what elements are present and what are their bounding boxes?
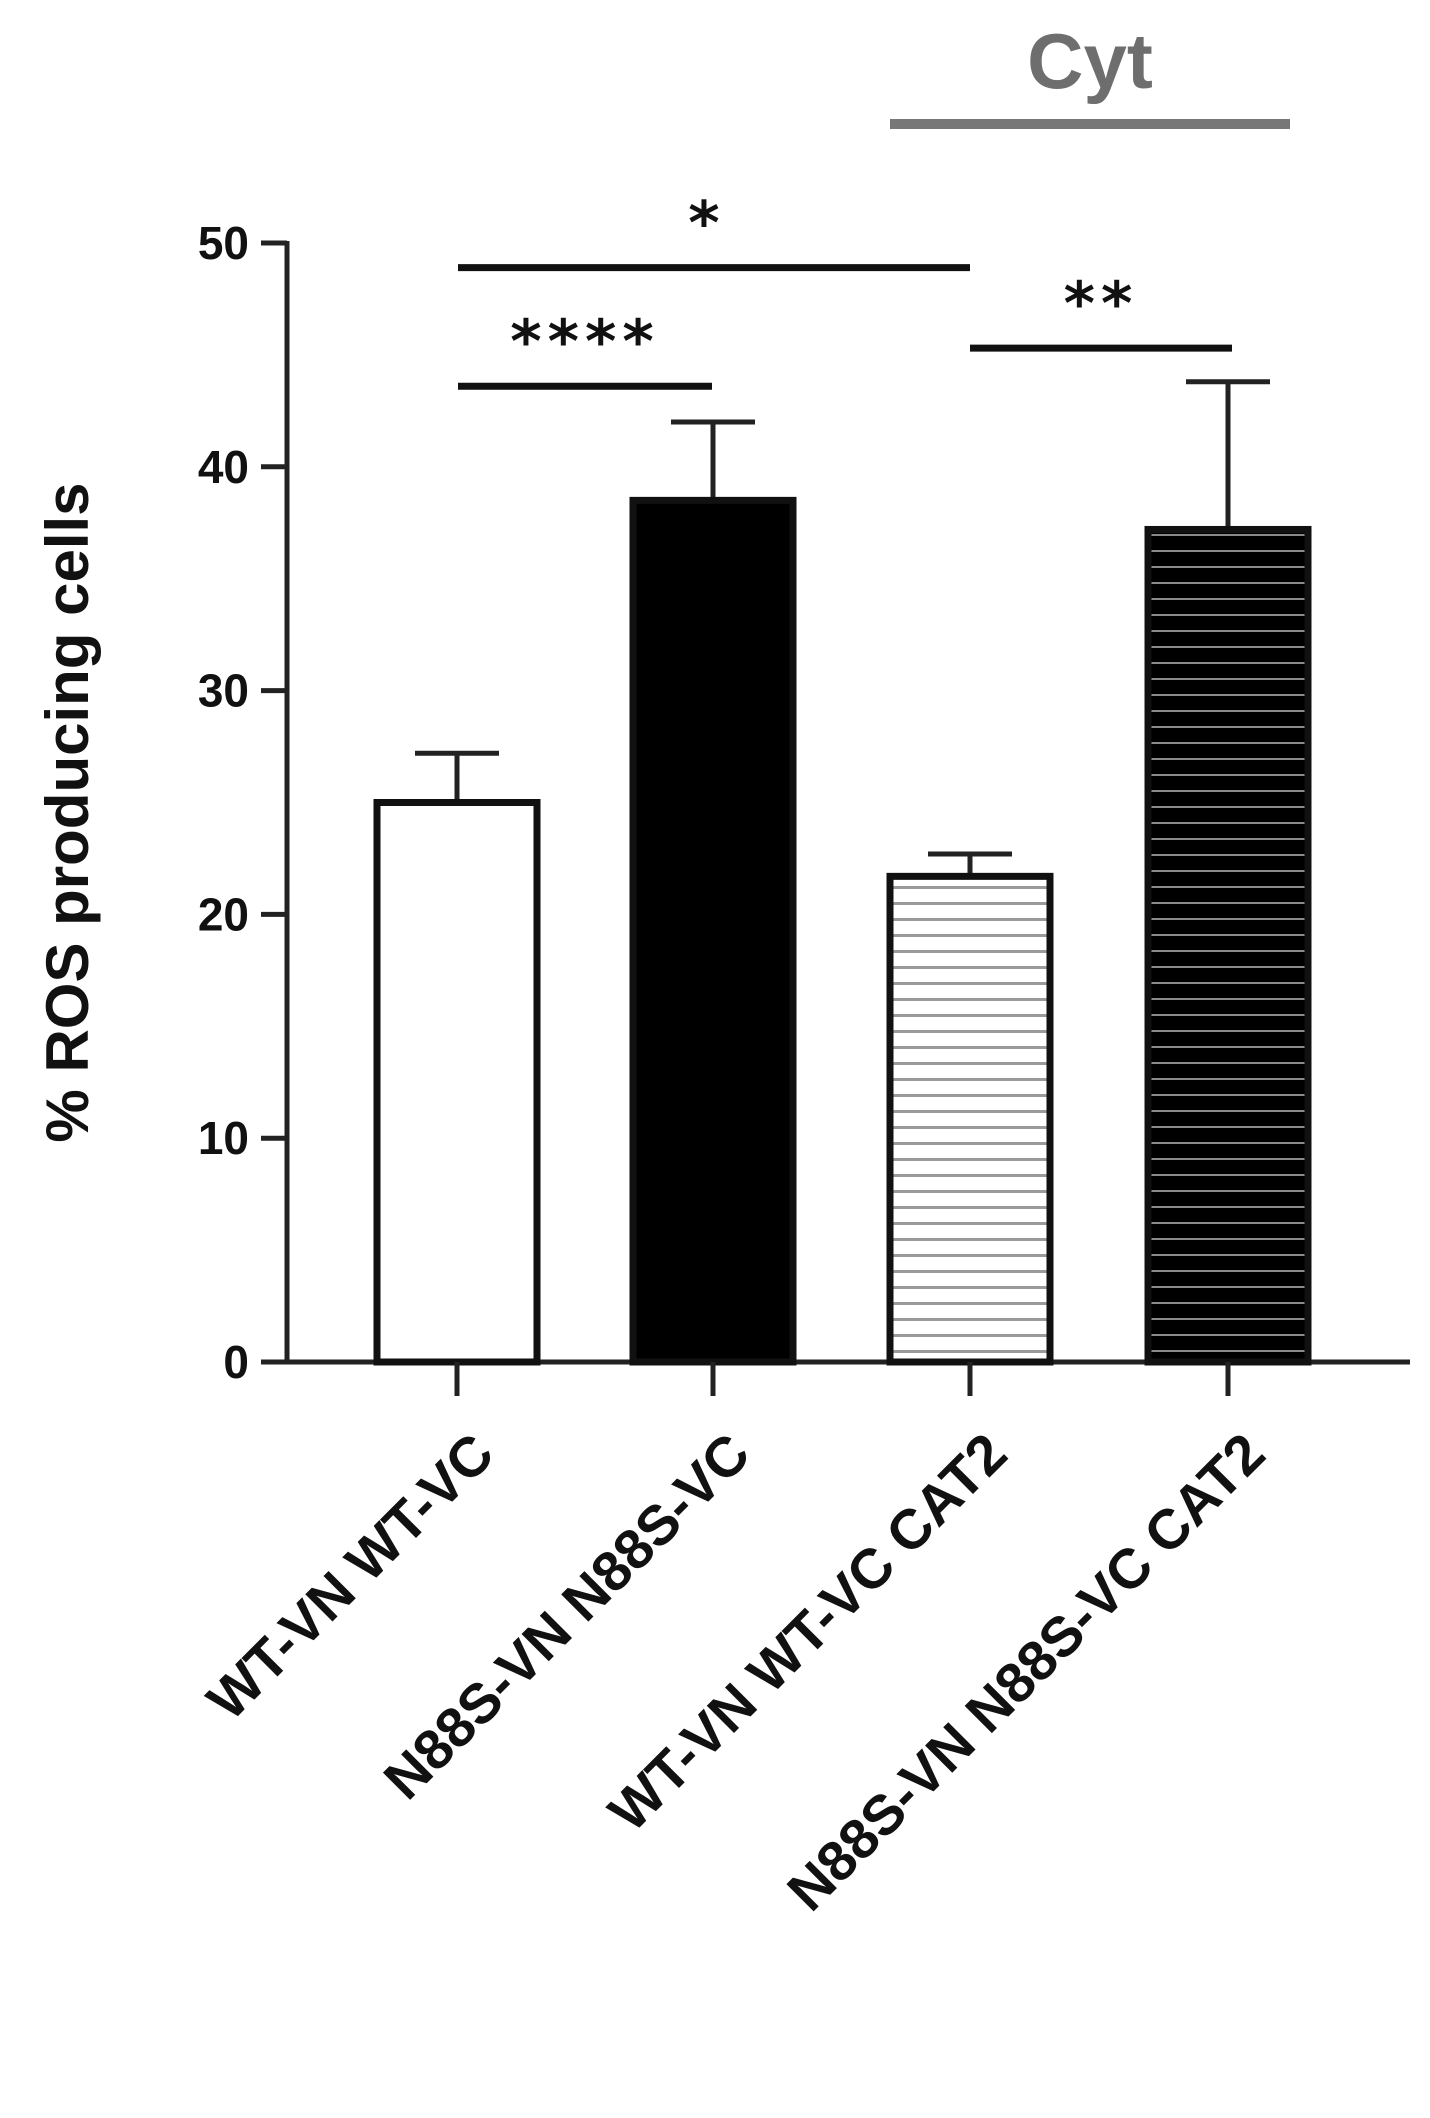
significance-label: ** [1064,269,1139,339]
y-tick-label: 30 [198,665,249,717]
y-tick-label: 10 [198,1112,249,1164]
x-category-label: N88S-VN N88S-VC CAT2 [775,1421,1277,1923]
y-tick-label: 40 [198,441,249,493]
bar [886,872,1054,1366]
significance-label: **** [510,307,660,377]
y-tick-label: 20 [198,888,249,940]
significance-label: * [688,189,725,259]
bar [629,496,797,1366]
y-tick-label: 50 [198,217,249,269]
bar [1144,525,1312,1366]
bar [373,799,541,1366]
y-axis-title: % ROS producing cells [34,482,101,1142]
y-tick-label: 0 [223,1336,249,1388]
group-annotation-label: Cyt [1027,17,1153,105]
